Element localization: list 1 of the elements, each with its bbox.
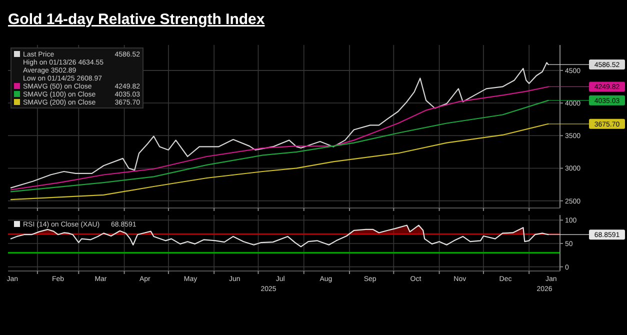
- chart-title: Gold 14-day Relative Strength Index: [8, 11, 266, 28]
